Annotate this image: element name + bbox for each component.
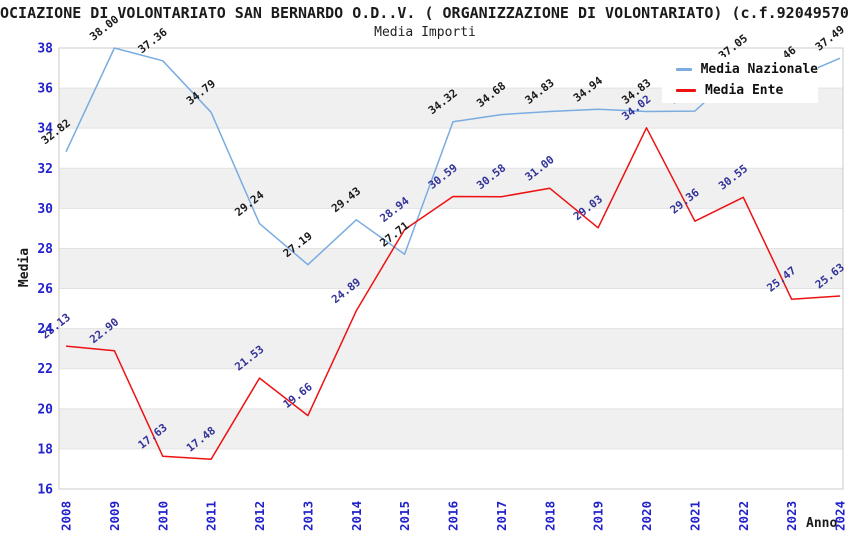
y-tick-label: 38: [37, 42, 53, 57]
grid-band: [59, 168, 843, 209]
y-tick-label: 22: [37, 362, 53, 377]
y-tick-label: 34: [37, 122, 53, 137]
x-tick-label: 2008: [59, 501, 74, 531]
x-tick-label: 2018: [542, 501, 557, 531]
x-axis-title: Anno: [806, 516, 838, 531]
legend-label-media-nazionale: Media Nazionale: [700, 62, 818, 77]
point-label: 37.49: [813, 23, 847, 54]
x-tick-label: 2013: [300, 501, 315, 531]
grid-band: [59, 328, 843, 369]
legend-item-media-nazionale: Media Nazionale: [662, 62, 818, 77]
plot-frame: [58, 47, 844, 490]
y-tick-label: 20: [37, 402, 53, 417]
y-tick-label: 26: [37, 282, 53, 297]
y-tick-label: 16: [37, 483, 53, 498]
y-tick-label: 24: [37, 322, 53, 337]
y-tick-label: 28: [37, 242, 53, 257]
y-tick-label: 36: [37, 82, 53, 97]
x-tick-label: 2009: [107, 501, 122, 531]
x-tick-label: 2017: [494, 501, 509, 531]
x-tick-label: 2020: [639, 501, 654, 531]
legend-item-media-ente: Media Ente: [662, 83, 818, 98]
grid-band: [59, 248, 843, 289]
x-tick-label: 2022: [736, 501, 751, 531]
x-tick-label: 2019: [591, 501, 606, 531]
point-label: 38.00: [87, 13, 121, 44]
y-tick-label: 18: [37, 442, 53, 457]
ente-line-swatch-icon: [676, 89, 696, 92]
y-axis-title: Media: [17, 247, 33, 288]
x-tick-label: 2024: [833, 501, 848, 531]
legend-label-media-ente: Media Ente: [705, 83, 784, 98]
x-tick-label: 2014: [349, 501, 364, 531]
media-ente-line: [65, 127, 841, 461]
chart-title: OCIAZIONE DI VOLONTARIATO SAN BERNARDO O…: [0, 4, 850, 22]
x-tick-label: 2011: [204, 501, 219, 531]
nazionale-line-swatch-icon: [676, 68, 692, 71]
chart-subtitle: Media Importi: [374, 25, 476, 40]
grid-band: [59, 408, 843, 449]
y-tick-label: 32: [37, 162, 53, 177]
x-tick-label: 2012: [252, 501, 267, 531]
point-label: 19.66: [281, 380, 315, 411]
point-label: 37.36: [136, 25, 170, 56]
legend: Media Nazionale Media Ente: [662, 57, 818, 103]
x-tick-label: 2023: [784, 501, 799, 531]
x-tick-label: 2015: [397, 501, 412, 531]
y-tick-label: 30: [37, 202, 53, 217]
x-tick-label: 2021: [687, 501, 702, 531]
x-tick-label: 2010: [155, 501, 170, 531]
x-tick-label: 2016: [446, 501, 461, 531]
